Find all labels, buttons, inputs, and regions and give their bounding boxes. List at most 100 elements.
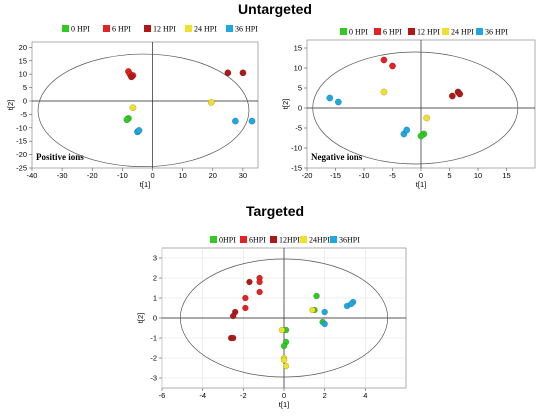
legend-swatch xyxy=(340,28,347,35)
y-tick-label: 0 xyxy=(153,314,157,323)
legend-label: 36 HPI xyxy=(485,28,508,37)
ion-mode-annotation: Negative ions xyxy=(311,152,363,162)
x-tick-label: -5 xyxy=(389,171,396,180)
data-point xyxy=(128,73,135,81)
y-tick-label: -10 xyxy=(291,144,302,153)
data-point xyxy=(423,114,431,122)
data-point xyxy=(380,56,388,64)
x-tick-label: -6 xyxy=(159,391,166,400)
x-tick-label: -30 xyxy=(57,171,68,180)
legend-label: 36HPI xyxy=(339,236,360,245)
x-tick-label: 0 xyxy=(282,391,286,400)
confidence-ellipse xyxy=(179,258,389,378)
x-tick-label: 4 xyxy=(363,391,367,400)
y-tick-label: -5 xyxy=(295,124,302,133)
y-tick-label: 2 xyxy=(153,274,157,283)
y-axis-label: t[2] xyxy=(136,313,145,323)
legend-label: 24 HPI xyxy=(451,28,474,37)
x-tick-label: -10 xyxy=(117,171,128,180)
y-tick-label: -25 xyxy=(16,164,27,173)
legend-swatch xyxy=(103,25,110,32)
x-tick-label: -20 xyxy=(302,171,313,180)
legend-swatch xyxy=(62,25,69,32)
legend-swatch xyxy=(442,28,449,35)
data-point xyxy=(380,88,388,96)
legend-swatch xyxy=(270,236,277,243)
x-tick-label: -15 xyxy=(330,171,341,180)
y-tick-label: 0 xyxy=(298,104,302,113)
x-tick-label: -10 xyxy=(359,171,370,180)
x-tick-label: 10 xyxy=(474,171,482,180)
legend-swatch xyxy=(144,25,151,32)
x-tick-label: 10 xyxy=(178,171,186,180)
y-tick-label: 10 xyxy=(294,64,302,73)
legend-label: 12HPI xyxy=(279,236,300,245)
x-tick-label: 0 xyxy=(419,171,423,180)
y-tick-label: 5 xyxy=(298,84,302,93)
x-tick-label: 20 xyxy=(209,171,217,180)
data-point xyxy=(129,104,137,112)
data-point xyxy=(326,94,334,102)
legend-label: 36 HPI xyxy=(235,25,258,34)
data-point xyxy=(224,69,232,77)
y-tick-label: -15 xyxy=(16,137,27,146)
data-point xyxy=(417,132,425,140)
legend-label: 0 HPI xyxy=(71,25,90,34)
y-tick-label: -3 xyxy=(150,374,157,383)
x-tick-label: -40 xyxy=(27,171,38,180)
confidence-ellipse xyxy=(312,51,519,165)
legend-label: 24 HPI xyxy=(194,25,217,34)
legend-label: 12 HPI xyxy=(417,28,440,37)
y-tick-label: -20 xyxy=(16,150,27,159)
legend-label: 0 HPI xyxy=(349,28,368,37)
x-axis-label: t[1] xyxy=(140,180,150,189)
data-point xyxy=(207,98,215,106)
data-point xyxy=(229,312,237,320)
legend-swatch xyxy=(408,28,415,35)
data-point xyxy=(135,127,143,134)
legend-label: 6HPI xyxy=(249,236,266,245)
data-point xyxy=(347,300,355,308)
data-point xyxy=(278,326,286,334)
x-tick-label: 30 xyxy=(239,171,247,180)
data-point xyxy=(321,320,328,328)
legend-swatch xyxy=(476,28,483,35)
confidence-ellipse xyxy=(37,53,250,168)
x-axis-label: t[1] xyxy=(416,180,426,189)
data-point xyxy=(123,116,131,124)
y-tick-label: 10 xyxy=(19,70,27,79)
legend-swatch xyxy=(374,28,381,35)
data-point xyxy=(239,69,247,77)
data-point xyxy=(242,294,249,302)
x-tick-label: -2 xyxy=(240,391,247,400)
targeted-chart: -6 -4 -2 0 2 4 -3 -2 -1 0 1 2 3 t[1] t[2] 0HPI 6HPI 12HPI… xyxy=(136,236,407,409)
x-tick-label: -4 xyxy=(199,391,206,400)
heading-untargeted: Untargeted xyxy=(238,1,312,17)
data-point xyxy=(280,342,288,350)
data-point xyxy=(256,278,263,286)
data-point xyxy=(309,306,316,314)
legend-swatch xyxy=(226,25,233,32)
legend-swatch xyxy=(330,236,337,243)
plot-frame xyxy=(31,41,259,169)
y-tick-label: -5 xyxy=(20,110,27,119)
data-point xyxy=(448,92,456,100)
legend-label: 24HPI xyxy=(309,236,330,245)
y-tick-label: 20 xyxy=(19,43,27,52)
x-tick-label: 0 xyxy=(150,171,154,180)
y-tick-label: 1 xyxy=(153,294,157,303)
y-tick-label: -15 xyxy=(291,164,302,173)
y-tick-label: 15 xyxy=(19,56,27,65)
legend-swatch xyxy=(185,25,192,32)
data-point xyxy=(231,117,239,125)
y-axis-label: t[2] xyxy=(281,99,290,109)
data-point xyxy=(313,292,320,300)
legend-label: 6 HPI xyxy=(112,25,131,34)
positive-ions-chart: -40 -30 -20 -10 0 10 20 30 -25 -20 -15 -10 -5 0 5 10 15 2… xyxy=(6,25,259,189)
legend-swatch xyxy=(240,236,247,243)
data-point xyxy=(456,90,464,98)
data-point xyxy=(321,308,328,316)
data-point xyxy=(256,288,263,296)
data-point xyxy=(246,278,253,286)
